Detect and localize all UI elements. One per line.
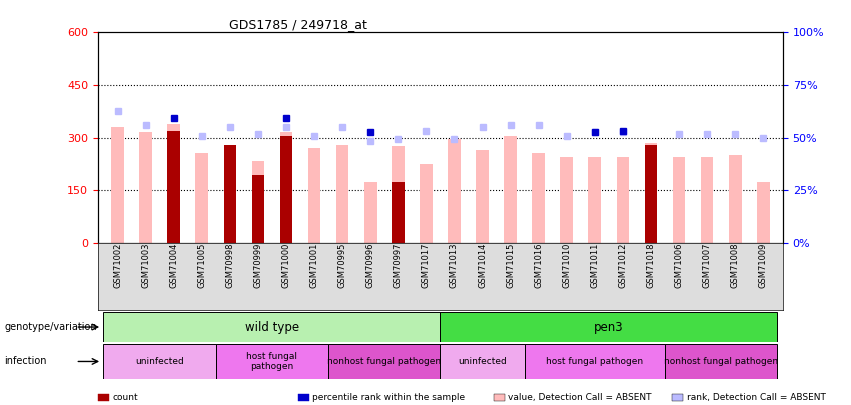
Text: nonhost fungal pathogen: nonhost fungal pathogen — [327, 357, 442, 366]
Text: value, Detection Call = ABSENT: value, Detection Call = ABSENT — [508, 393, 652, 402]
Bar — [533, 153, 545, 243]
Bar — [168, 131, 180, 243]
Bar — [757, 181, 769, 243]
Bar — [645, 143, 657, 243]
Bar — [364, 181, 376, 243]
Bar — [224, 145, 236, 243]
Bar — [336, 145, 348, 243]
Bar — [216, 344, 328, 379]
Bar — [104, 312, 441, 342]
Text: host fungal pathogen: host fungal pathogen — [546, 357, 643, 366]
Bar — [252, 160, 264, 243]
Text: pen3: pen3 — [594, 320, 624, 334]
Bar — [645, 145, 657, 243]
Bar — [252, 175, 264, 243]
Text: host fungal
pathogen: host fungal pathogen — [247, 352, 298, 371]
Bar — [700, 157, 713, 243]
Bar — [441, 312, 777, 342]
Bar — [441, 344, 524, 379]
Bar — [280, 132, 292, 243]
Bar — [728, 155, 741, 243]
Bar — [665, 344, 777, 379]
Text: uninfected: uninfected — [135, 357, 184, 366]
Bar — [104, 344, 216, 379]
Bar — [589, 157, 601, 243]
Text: infection: infection — [4, 356, 47, 366]
Text: percentile rank within the sample: percentile rank within the sample — [312, 393, 465, 402]
Bar — [524, 344, 665, 379]
Text: wild type: wild type — [245, 320, 299, 334]
Bar — [448, 139, 460, 243]
Text: nonhost fungal pathogen: nonhost fungal pathogen — [664, 357, 778, 366]
Text: GDS1785 / 249718_at: GDS1785 / 249718_at — [229, 18, 367, 31]
Bar — [308, 148, 320, 243]
Bar — [392, 147, 404, 243]
Text: count: count — [112, 393, 138, 402]
Bar — [224, 150, 236, 243]
Bar — [420, 164, 432, 243]
Bar — [617, 157, 629, 243]
Bar — [196, 153, 208, 243]
Text: uninfected: uninfected — [458, 357, 507, 366]
Bar — [505, 136, 517, 243]
Text: rank, Detection Call = ABSENT: rank, Detection Call = ABSENT — [687, 393, 825, 402]
Bar — [673, 157, 685, 243]
Bar — [111, 127, 124, 243]
Bar — [561, 157, 573, 243]
Bar — [168, 124, 180, 243]
Text: genotype/variation: genotype/variation — [4, 322, 97, 332]
Bar — [392, 181, 404, 243]
Bar — [280, 136, 292, 243]
Bar — [328, 344, 441, 379]
Bar — [140, 132, 152, 243]
Bar — [477, 150, 488, 243]
